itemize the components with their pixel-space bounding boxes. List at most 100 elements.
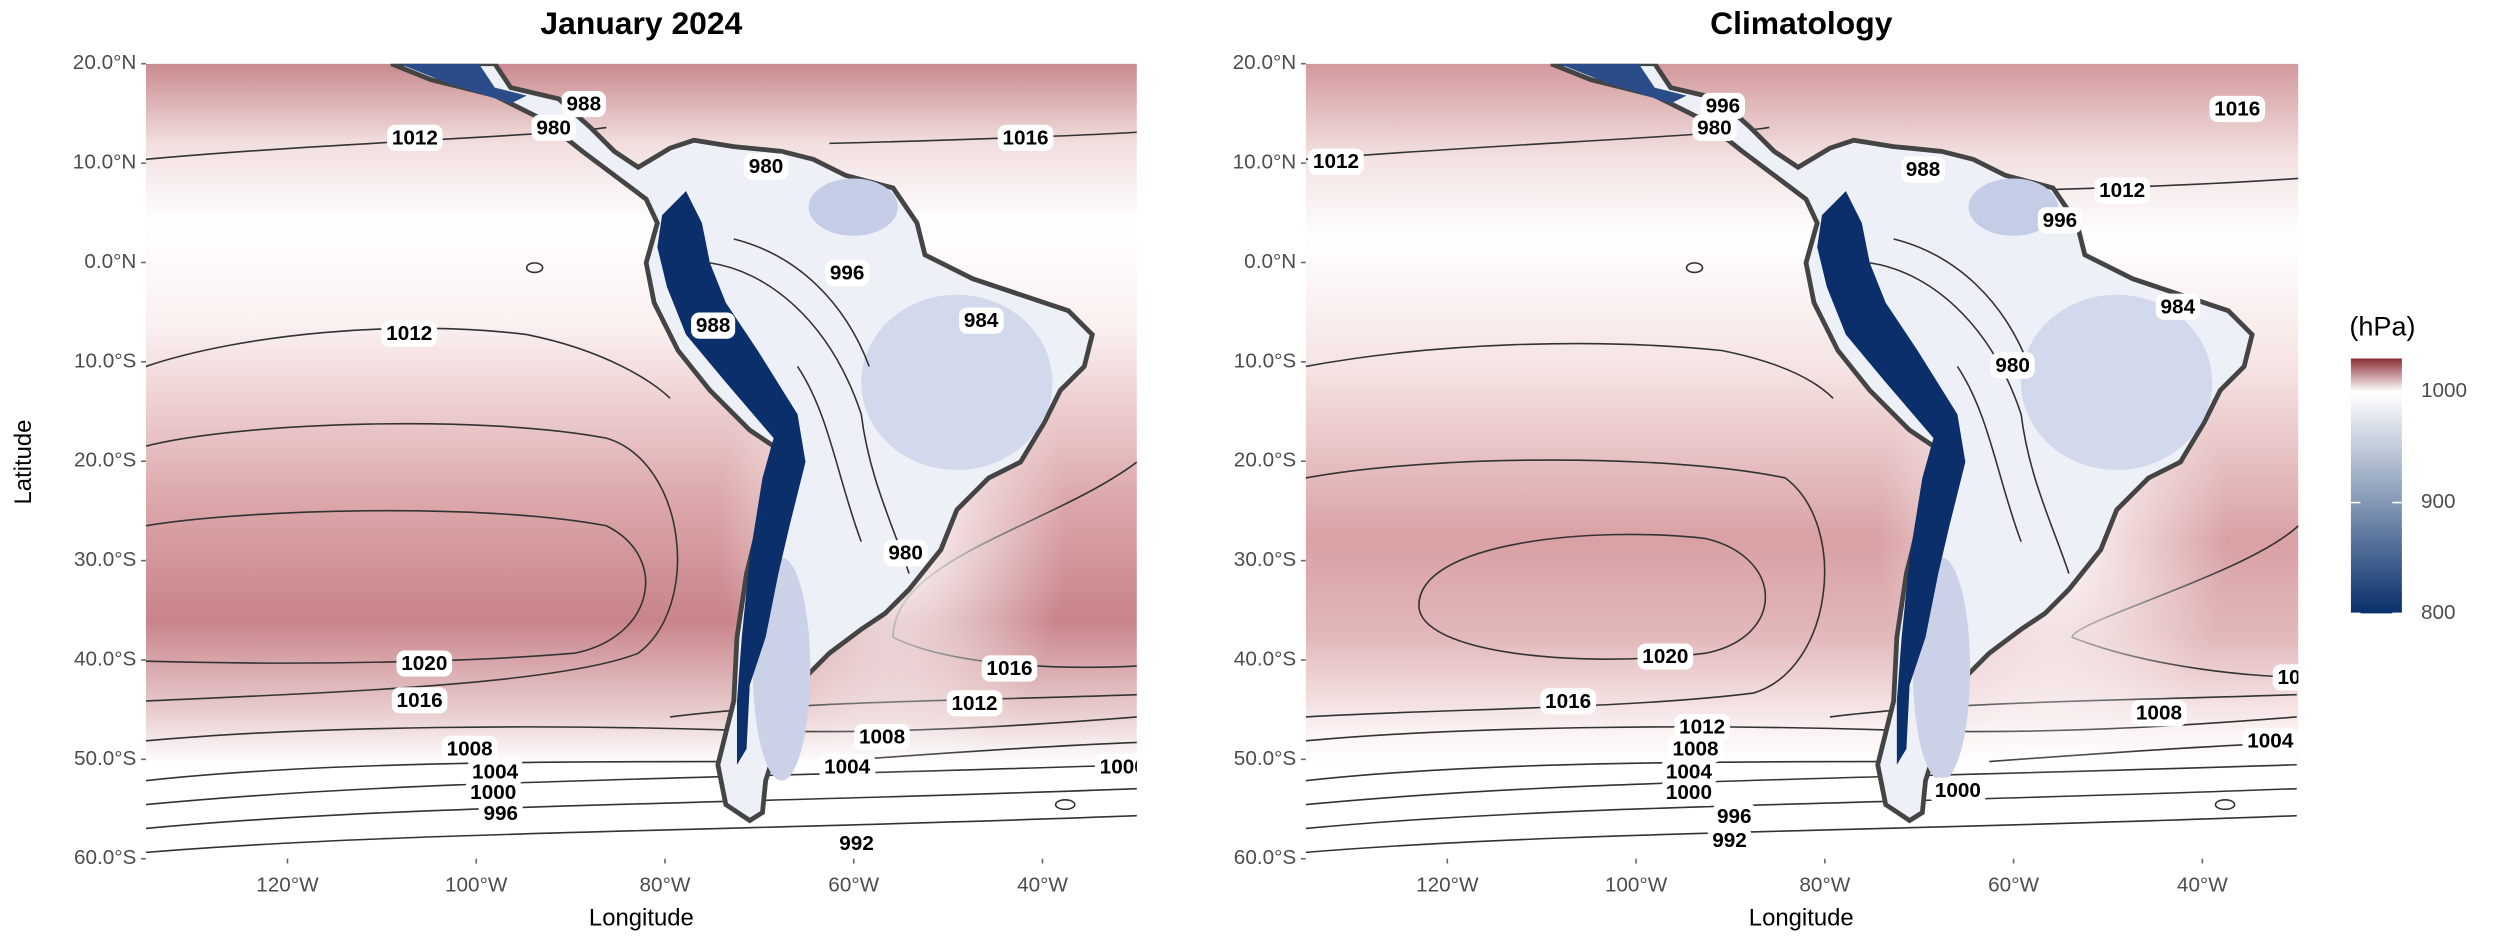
contour-label: 1012 xyxy=(952,692,998,715)
contour-label-box xyxy=(946,690,1003,717)
contour-label: 1008 xyxy=(2136,702,2182,725)
colorbar xyxy=(2350,358,2402,614)
y-tick-label: 10.0°N xyxy=(73,151,137,174)
y-tick-label: 0.0°N xyxy=(1244,250,1296,273)
x-tick-label: 120°W xyxy=(1416,873,1479,896)
colorbar-tick-label: 1000 xyxy=(2421,379,2467,402)
y-axis-label: Latitude xyxy=(10,420,37,505)
contour-label: 984 xyxy=(964,309,999,332)
x-tick-label: 60°W xyxy=(828,873,879,896)
contour-label: 992 xyxy=(1712,829,1747,852)
contour-label-box xyxy=(1661,758,1718,785)
y-tick-label: 40.0°S xyxy=(1234,647,1296,670)
contour-label-box xyxy=(2094,177,2150,204)
contour-label: 980 xyxy=(1697,116,1732,139)
contour-label: 996 xyxy=(830,261,865,284)
x-tick-label: 40°W xyxy=(1017,873,1068,896)
contour-label-box xyxy=(883,540,928,567)
contour-label-box xyxy=(465,779,522,806)
contour-label-box xyxy=(997,124,1054,151)
contour-label-box xyxy=(1692,114,1737,141)
x-tick-label: 100°W xyxy=(445,873,508,896)
contour-label: 1008 xyxy=(1673,737,1719,760)
contour-label: 1012 xyxy=(1313,150,1359,173)
contour-label: 1012 xyxy=(392,126,438,149)
contour-label-box xyxy=(478,800,523,827)
x-tick-label: 120°W xyxy=(256,873,319,896)
contour-label: 1012 xyxy=(1679,716,1725,739)
contour-label: 1012 xyxy=(2099,179,2145,202)
contour-label: 980 xyxy=(888,542,923,565)
map-left xyxy=(145,63,1137,859)
x-tick-label: 60°W xyxy=(1988,873,2039,896)
contour-label: 1000 xyxy=(1100,755,1146,778)
y-tick-label: 30.0°S xyxy=(74,548,136,571)
contour-label-box xyxy=(825,259,870,287)
contour-label-box xyxy=(854,723,910,751)
contour-label: 1016 xyxy=(2214,98,2260,121)
contour-label-box xyxy=(1712,803,1757,830)
contour-label-box xyxy=(391,687,448,714)
contour-label-box xyxy=(467,758,524,785)
contour-label: 980 xyxy=(1995,354,2030,377)
contour-label: 984 xyxy=(2161,295,2196,318)
contour-label: 1004 xyxy=(472,760,519,783)
contour-label: 1000 xyxy=(470,781,516,804)
contour-label: 980 xyxy=(536,116,571,139)
x-tick-label: 80°W xyxy=(1799,873,1850,896)
contour-label-box xyxy=(981,655,1038,682)
contour-label-box xyxy=(1900,156,1946,183)
contour-label-box xyxy=(441,735,498,763)
contour-label: 1020 xyxy=(1642,645,1688,668)
contour-label-box xyxy=(819,753,876,780)
colorbar-tick-label: 900 xyxy=(2421,490,2456,513)
y-tick-label: 20.0°N xyxy=(73,51,137,74)
contour-label: 992 xyxy=(839,832,874,855)
contour-label-box xyxy=(834,830,879,857)
colorbar-title: (hPa) xyxy=(2349,310,2415,341)
y-tick-label: 10.0°S xyxy=(74,349,136,372)
contour-label-box xyxy=(1990,352,2035,379)
colorbar-tick-label: 800 xyxy=(2421,601,2456,624)
contour-label-box xyxy=(743,153,789,180)
contour-label: 980 xyxy=(749,155,784,178)
contour-label-box xyxy=(1930,777,1986,804)
y-tick-label: 30.0°S xyxy=(1234,548,1296,571)
contour-label: 1016 xyxy=(1545,690,1591,713)
panel-title: January 2024 xyxy=(540,5,742,41)
contour-label: 996 xyxy=(1706,95,1741,118)
contour-label-box xyxy=(691,312,736,339)
contour-label: 1016 xyxy=(986,657,1032,680)
contour-label-box xyxy=(2209,95,2266,123)
contour-label-box xyxy=(561,90,606,118)
contour-label: 1004 xyxy=(824,755,871,778)
contour-label: 988 xyxy=(696,314,731,337)
contour-label-box xyxy=(2155,293,2201,320)
contour-label-box xyxy=(1661,779,1717,806)
contour-label-box xyxy=(1540,688,1596,715)
contour-label: 996 xyxy=(1717,805,1752,828)
contour-label-box xyxy=(531,114,576,141)
contour-label: 1020 xyxy=(401,652,447,675)
contour-label-box xyxy=(1707,827,1752,854)
contour-label-box xyxy=(2037,207,2082,234)
contour-label: 1004 xyxy=(2247,730,2294,753)
x-tick-label: 80°W xyxy=(640,873,691,896)
contour-label: 1000 xyxy=(1666,781,1712,804)
y-tick-label: 40.0°S xyxy=(74,647,136,670)
contour-label: 996 xyxy=(2043,209,2078,232)
contour-label-box xyxy=(1667,735,1724,763)
contour-label: 996 xyxy=(483,802,518,825)
y-tick-label: 20.0°N xyxy=(1233,51,1297,74)
y-tick-label: 20.0°S xyxy=(1234,449,1296,472)
contour-label: 988 xyxy=(567,93,602,116)
contour-label-box xyxy=(1637,643,1694,670)
y-tick-label: 20.0°S xyxy=(74,449,136,472)
y-tick-label: 10.0°N xyxy=(1233,151,1297,174)
x-axis-label: Longitude xyxy=(589,905,694,932)
y-tick-label: 0.0°N xyxy=(84,250,136,273)
contour-label-box xyxy=(381,320,438,347)
